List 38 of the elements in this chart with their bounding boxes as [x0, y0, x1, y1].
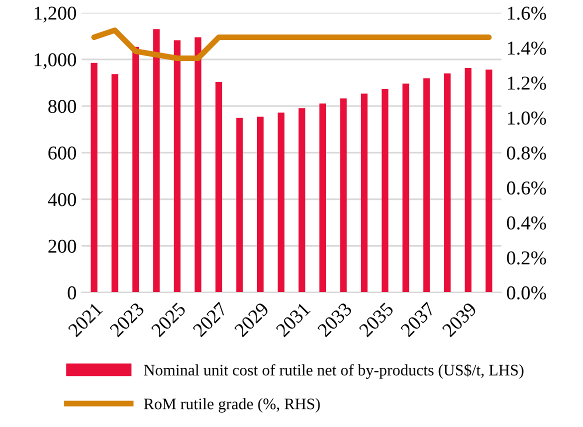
bar: [402, 84, 410, 292]
bar: [278, 112, 284, 292]
y2-tick-label: 0.0%: [506, 286, 546, 300]
y2-tick-label: 1.0%: [508, 112, 546, 125]
bar: [298, 108, 306, 292]
y2-tick-label: 1.2%: [508, 76, 546, 90]
bar: [340, 98, 347, 292]
y-tick-label: 0: [68, 286, 76, 300]
y2-tick-label: 1.4%: [508, 42, 546, 55]
bar: [464, 68, 472, 292]
bar: [236, 118, 243, 292]
bar: [215, 82, 222, 292]
y-tick-label: 200: [48, 240, 76, 253]
bar: [382, 89, 388, 292]
bar: [486, 70, 492, 292]
y2-tick-label: 0.8%: [506, 146, 546, 160]
y-tick-label: 1,000: [34, 53, 76, 70]
bar: [90, 62, 98, 292]
bar: [153, 29, 160, 292]
bar: [132, 46, 139, 292]
y2-tick-label: 0.6%: [506, 181, 546, 195]
bar: [423, 78, 430, 292]
bar: [319, 103, 326, 292]
y-tick-label: 600: [48, 146, 76, 160]
y2-tick-label: 0.2%: [506, 251, 546, 265]
y2-tick-label: 1.6%: [508, 6, 546, 20]
legend-label: Nominal unit cost of rutile net of by-products (US$/t, LHS): [144, 364, 524, 379]
y2-tick-label: 0.4%: [506, 216, 546, 230]
bar: [194, 37, 202, 292]
bar: [174, 40, 181, 292]
legend-label: RoM rutile grade (%, RHS): [144, 398, 320, 413]
bar: [360, 94, 368, 292]
bar: [112, 74, 118, 292]
bar: [444, 73, 451, 292]
y-tick-label: 800: [48, 100, 76, 113]
y-tick-label: 400: [48, 193, 76, 206]
y-tick-label: 1,200: [34, 6, 76, 23]
bar: [257, 116, 264, 292]
